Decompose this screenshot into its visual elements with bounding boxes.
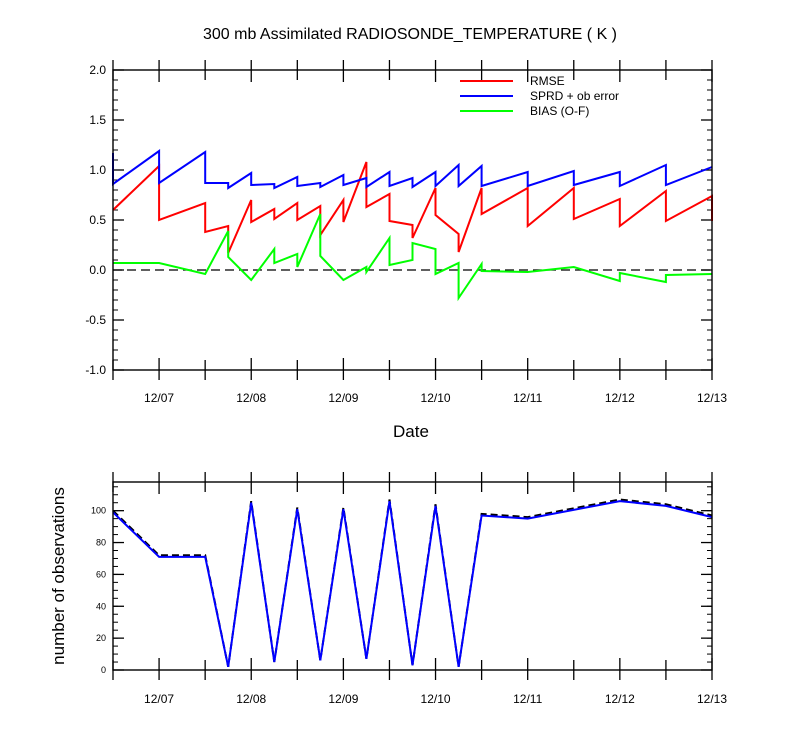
- bottom-y-tick-label: 100: [91, 506, 106, 516]
- top-chart-panel: 2.0 1.5 1.0 0.5 0.0 -0.5 -1.0 12/07 12/08 12/09 12…: [85, 60, 727, 405]
- top-y-tick-label: 1.5: [89, 113, 106, 127]
- legend-label: SPRD + ob error: [530, 89, 619, 103]
- bottom-chart-panel: 0 20 40 60 80 100 12/07 12/08 12/09 12/10 12/11 12/…: [91, 472, 727, 706]
- bottom-x-tick-label: 12/09: [328, 692, 358, 706]
- legend-label: BIAS (O-F): [530, 104, 589, 118]
- top-y-tick-label: 0.5: [89, 213, 106, 227]
- bottom-x-tick-label: 12/12: [605, 692, 635, 706]
- top-y-tick-label: 0.0: [89, 263, 106, 277]
- legend-label: RMSE: [530, 74, 565, 88]
- bottom-x-tick-label: 12/10: [421, 692, 451, 706]
- bottom-x-tick-label: 12/11: [513, 692, 542, 706]
- top-y-tick-label: 1.0: [89, 163, 106, 177]
- bottom-x-tick-label: 12/08: [236, 692, 266, 706]
- chart-title: 300 mb Assimilated RADIOSONDE_TEMPERATUR…: [203, 26, 617, 43]
- top-x-tick-label: 12/10: [421, 391, 451, 405]
- top-x-tick-label: 12/09: [328, 391, 358, 405]
- bottom-series-line-1: [112, 498, 713, 668]
- bottom-x-tick-label: 12/13: [697, 692, 727, 706]
- top-series-line-2: [112, 149, 713, 190]
- x-axis-title: Date: [393, 422, 429, 441]
- bottom-plot-frame: [112, 481, 713, 671]
- top-y-tick-label: -0.5: [85, 313, 106, 327]
- top-y-tick-label: -1.0: [85, 363, 106, 377]
- bottom-y-tick-label: 20: [96, 633, 106, 643]
- top-x-tick-label: 12/07: [144, 391, 174, 405]
- bottom-y-tick-label: 80: [96, 538, 106, 548]
- top-plot-frame: [112, 69, 713, 371]
- bottom-y-tick-label: 0: [101, 665, 106, 675]
- bottom-x-tick-label: 12/07: [144, 692, 174, 706]
- bottom-series-line-2: [112, 500, 713, 668]
- top-y-tick-label: 2.0: [89, 63, 106, 77]
- y-axis-title: number of observations: [49, 487, 68, 665]
- bottom-y-tick-label: 40: [96, 601, 106, 611]
- top-x-tick-label: 12/13: [697, 391, 727, 405]
- top-series-line-3: [113, 213, 713, 302]
- top-x-tick-label: 12/11: [513, 391, 542, 405]
- top-x-tick-label: 12/08: [236, 391, 266, 405]
- top-series-line-1: [112, 161, 713, 254]
- top-x-tick-label: 12/12: [605, 391, 635, 405]
- bottom-y-tick-label: 60: [96, 569, 106, 579]
